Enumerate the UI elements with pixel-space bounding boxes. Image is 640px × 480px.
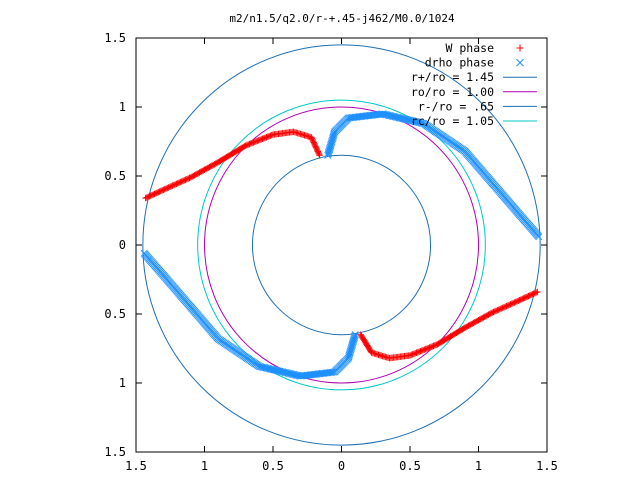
drho-phase-point — [296, 372, 304, 380]
legend-label: W phase — [446, 41, 495, 55]
y-tick-label: 0.5 — [104, 307, 126, 321]
drho-phase-point — [535, 233, 543, 241]
drho-phase-point — [400, 115, 409, 123]
drho-phase-point — [263, 364, 272, 372]
y-tick-label: 1.5 — [104, 31, 126, 45]
legend-label: rc/ro = 1.05 — [411, 114, 494, 128]
drho-phase-point — [407, 117, 415, 125]
drho-phase-point — [380, 110, 388, 118]
drho-phase-point — [411, 118, 420, 126]
y-tick-label: 0 — [119, 238, 126, 252]
legend-label: drho phase — [425, 56, 494, 70]
drho-phase-point — [269, 366, 277, 374]
drho-phase-point — [287, 370, 295, 378]
drho-phase-point — [277, 368, 285, 376]
drho-phase-point — [405, 116, 413, 124]
circle-series-4 — [251, 154, 432, 336]
drho-phase-point — [384, 111, 392, 119]
legend-marker — [516, 58, 524, 67]
drho-phase-point — [279, 368, 287, 376]
drho-phase-point — [388, 112, 396, 120]
x-tick-label: 1 — [475, 459, 482, 473]
x-tick-label: 0.5 — [399, 459, 421, 473]
drho-phase-point — [416, 119, 424, 127]
legend-label: r+/ro = 1.45 — [411, 70, 494, 84]
y-tick-label: 1 — [119, 376, 126, 390]
drho-phase-point — [394, 113, 402, 121]
x-tick-label: 0 — [338, 459, 345, 473]
drho-phase-point — [273, 367, 281, 375]
drho-phase-point — [262, 364, 270, 372]
x-tick-label: 1.5 — [536, 459, 558, 473]
legend-label: r-/ro = .65 — [418, 99, 494, 113]
drho-phase-point — [265, 365, 273, 373]
drho-phase-point — [410, 117, 418, 125]
drho-phase-point — [399, 115, 407, 123]
drho-phase-point — [284, 369, 292, 377]
drho-phase-point — [379, 110, 387, 118]
legend-marker — [516, 44, 524, 52]
w-phase-point — [316, 152, 323, 159]
drho-phase-point — [266, 365, 274, 373]
drho-phase-point — [385, 111, 394, 120]
x-tick-label: 0.5 — [262, 459, 284, 473]
drho-phase-point — [140, 249, 148, 257]
drho-phase-point — [285, 369, 293, 378]
drho-phase-point — [402, 115, 410, 123]
y-tick-label: 0.5 — [104, 169, 126, 183]
drho-phase-point — [258, 363, 266, 371]
drho-phase-point — [288, 370, 296, 378]
drho-phase-point — [268, 365, 276, 373]
drho-phase-point — [292, 371, 300, 379]
drho-phase-point — [396, 114, 404, 122]
y-tick-label: 1.5 — [104, 445, 126, 459]
drho-phase-point — [289, 370, 298, 379]
drho-phase-point — [270, 366, 278, 374]
drho-phase-point — [294, 371, 302, 380]
w-phase-point — [532, 289, 540, 296]
circle-series-3 — [204, 106, 479, 384]
drho-phase-point — [281, 369, 289, 377]
drho-phase-point — [413, 118, 421, 126]
drho-phase-point — [272, 366, 280, 374]
drho-phase-point — [414, 118, 422, 126]
drho-phase-point — [406, 116, 414, 124]
circle-series-5 — [197, 99, 486, 391]
drho-phase-point — [390, 112, 398, 121]
y-tick-label: 1 — [119, 100, 126, 114]
drho-phase-point — [409, 117, 417, 125]
legend-label: ro/ro = 1.00 — [411, 85, 494, 99]
drho-phase-point — [280, 368, 288, 376]
drho-phase-point — [381, 110, 389, 119]
drho-phase-point — [283, 369, 291, 377]
x-tick-label: 1.5 — [125, 459, 147, 473]
drho-phase-point — [259, 363, 267, 371]
drho-phase-point — [391, 113, 399, 121]
drho-phase-point — [383, 111, 391, 119]
drho-phase-point — [276, 367, 284, 375]
drho-phase-point — [395, 114, 403, 122]
drho-phase-point — [261, 364, 269, 372]
drho-phase-point — [403, 116, 411, 124]
w-phase-point — [534, 288, 541, 296]
w-phase-point — [315, 150, 323, 158]
drho-phase-point — [398, 114, 406, 122]
w-phase-point — [268, 131, 275, 139]
chart-title: m2/n1.5/q2.0/r-+.45-j462/M0.0/1024 — [229, 12, 455, 25]
drho-phase-point — [295, 372, 303, 380]
drho-phase-point — [417, 119, 425, 127]
x-tick-label: 1 — [201, 459, 208, 473]
circle-series-2 — [142, 44, 541, 446]
drho-phase-point — [274, 367, 283, 375]
drho-phase-point — [291, 371, 299, 379]
drho-phase-point — [392, 113, 400, 121]
drho-phase-point — [387, 112, 395, 120]
